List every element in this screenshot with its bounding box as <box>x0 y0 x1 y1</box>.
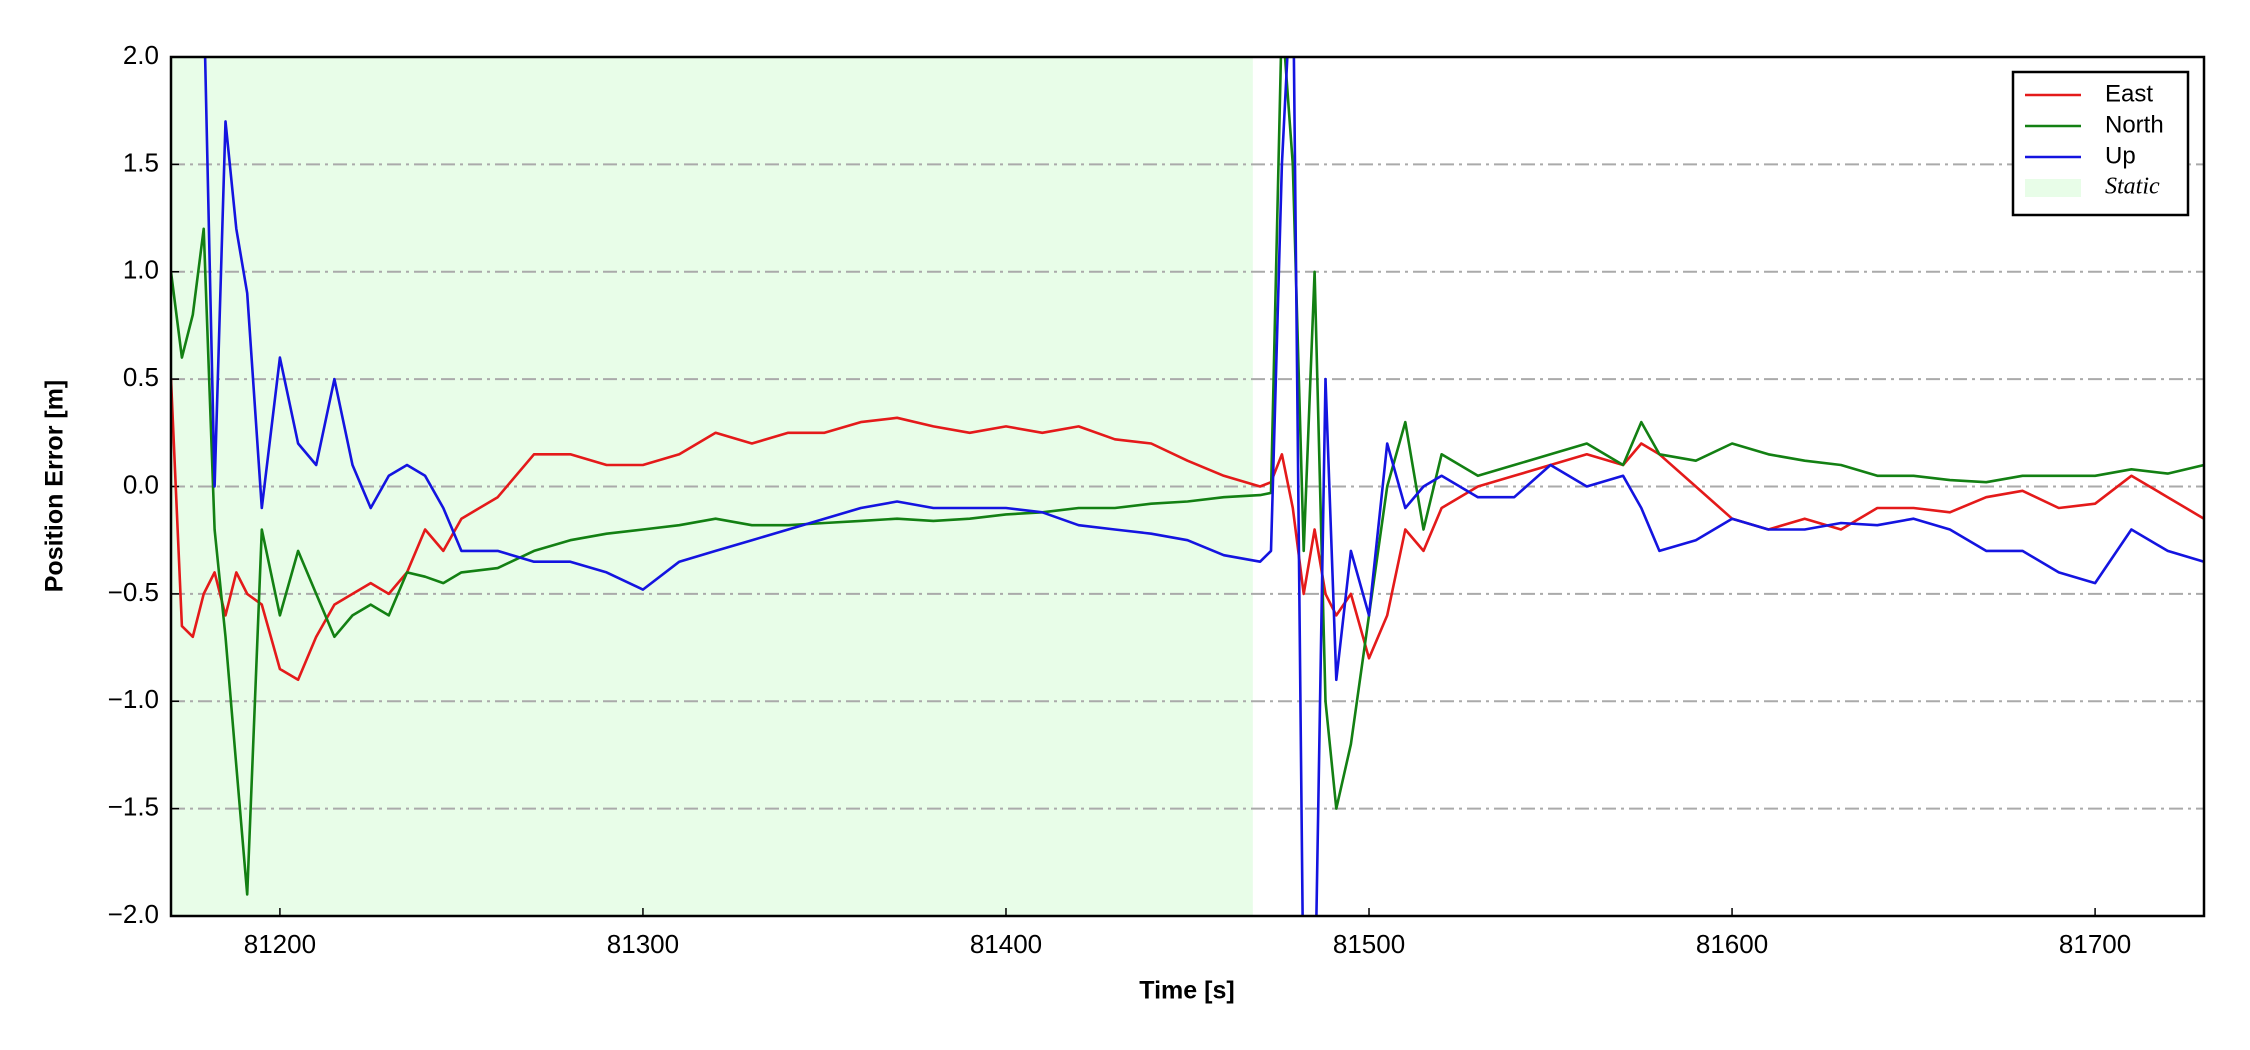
y-axis-label: Position Error [m] <box>41 380 69 593</box>
x-tick-label: 81400 <box>970 929 1042 959</box>
y-tick-label: −0.5 <box>108 577 159 607</box>
x-tick-label: 81200 <box>244 929 316 959</box>
y-tick-label: 0.0 <box>123 469 159 499</box>
y-tick-label: −2.0 <box>108 899 159 929</box>
y-tick-label: 2.0 <box>123 40 159 70</box>
x-tick-label: 81500 <box>1333 929 1405 959</box>
legend-swatch <box>2025 179 2081 197</box>
y-tick-label: 1.0 <box>123 255 159 285</box>
x-tick-label: 81300 <box>607 929 679 959</box>
x-tick-label: 81700 <box>2059 929 2131 959</box>
line-series <box>203 57 2204 916</box>
legend: East North Up Static <box>2011 70 2190 217</box>
plot-frame <box>169 55 2206 918</box>
x-axis-label: Time [s] <box>1139 977 1234 1005</box>
y-tick-label: −1.5 <box>108 792 159 822</box>
legend-label: Static <box>2105 174 2160 200</box>
legend-label: East <box>2105 80 2153 107</box>
y-tick-label: −1.0 <box>108 684 159 714</box>
line-series <box>171 57 2204 896</box>
legend-label: North <box>2105 111 2164 138</box>
y-tick-label: 0.5 <box>123 362 159 392</box>
legend-label: Up <box>2105 142 2136 169</box>
y-tick-label: 1.5 <box>123 147 159 177</box>
x-tick-label: 81600 <box>1696 929 1768 959</box>
